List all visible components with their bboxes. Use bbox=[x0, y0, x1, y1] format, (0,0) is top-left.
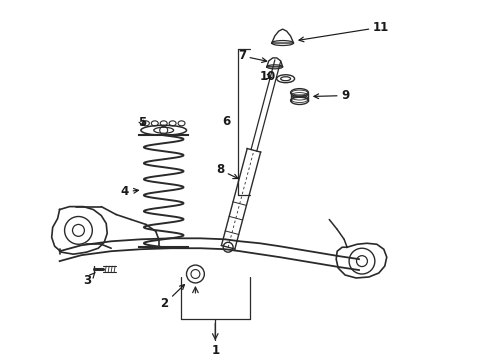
Text: 6: 6 bbox=[222, 115, 230, 128]
Text: 2: 2 bbox=[160, 284, 184, 310]
Text: 9: 9 bbox=[313, 89, 349, 102]
Text: 3: 3 bbox=[83, 273, 95, 287]
Text: 7: 7 bbox=[237, 49, 266, 63]
Text: 10: 10 bbox=[259, 70, 275, 83]
Text: 8: 8 bbox=[216, 163, 238, 179]
Text: 11: 11 bbox=[298, 21, 388, 42]
Text: 1: 1 bbox=[211, 344, 219, 357]
Text: 4: 4 bbox=[121, 185, 138, 198]
Text: 5: 5 bbox=[137, 116, 145, 129]
